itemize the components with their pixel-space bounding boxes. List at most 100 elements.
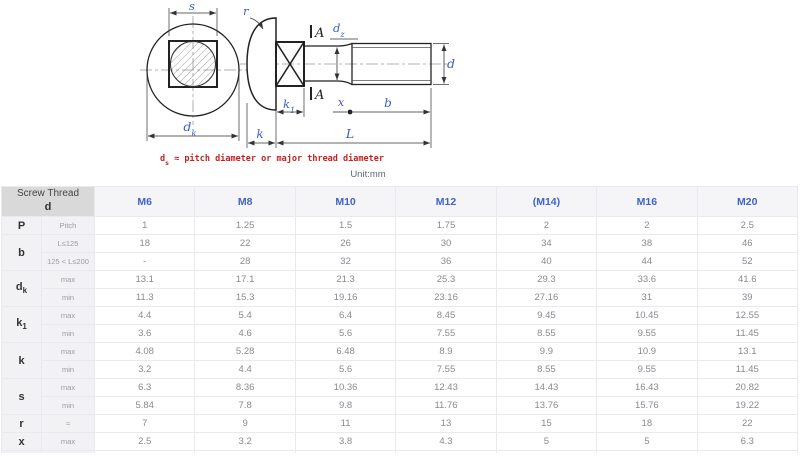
value-cell: 28: [194, 252, 296, 271]
value-cell: 11.45: [696, 360, 799, 379]
value-cell: 52: [696, 252, 799, 271]
threaded-section: [351, 42, 432, 86]
value-cell: 1.75: [395, 216, 497, 235]
value-cell: 4.08: [94, 342, 196, 361]
value-cell: 1.5: [294, 216, 397, 235]
dim-label-L: L: [345, 126, 354, 141]
value-cell: 7.55: [395, 360, 497, 379]
dim-label-d: d: [447, 56, 455, 71]
value-cell: 9.55: [596, 324, 698, 343]
partial-cell: [1, 450, 42, 453]
header-row: Screw Thread d M6 M8 M10 M12 (M14) M16 M20: [0, 186, 799, 217]
value-cell: 36: [395, 252, 497, 271]
value-cell: 4.4: [194, 360, 296, 379]
value-cell: 3.2: [194, 432, 296, 451]
bolt-drawing-panel: s dk r A A dz: [0, 0, 800, 186]
size-column-header: M6: [94, 186, 196, 217]
size-column-header: M10: [294, 186, 397, 217]
size-column-header: M8: [194, 186, 296, 217]
value-cell: 9.45: [495, 306, 598, 325]
row-sublabel: min: [40, 288, 96, 307]
value-cell: 5.84: [94, 396, 196, 415]
value-cell: 11.76: [395, 396, 497, 415]
row-sublabel: Pitch: [40, 216, 96, 235]
front-view: s dk: [140, 0, 247, 141]
value-cell: 40: [495, 252, 598, 271]
dim-label-dk: dk: [183, 119, 196, 139]
row-symbol: dk: [1, 270, 42, 307]
partial-cell: [395, 450, 497, 453]
table-row: 125 < L≤200-28 32 36 40 44 52: [2, 252, 799, 271]
table-row: b L≤125 18 22 26 30 34 38 46: [1, 234, 799, 271]
value-cell: 2.5: [696, 216, 799, 235]
value-cell: 19.22: [696, 396, 799, 415]
value-cell: 14.43: [495, 378, 598, 397]
value-cell: 32: [294, 252, 397, 271]
partial-cell: [495, 450, 598, 453]
value-cell: 2: [495, 216, 598, 235]
row-symbol: r: [1, 414, 42, 433]
value-cell: 30: [395, 234, 497, 253]
value-cell: 41.6: [696, 270, 799, 289]
value-cell: 39: [696, 288, 799, 307]
value-cell: 7: [94, 414, 196, 433]
table-row: min 5.84 7.8 9.8 11.76 13.76 15.76 19.22: [2, 396, 799, 415]
value-cell: 31: [596, 288, 698, 307]
value-cell: 11.3: [94, 288, 196, 307]
value-cell: 3.2: [94, 360, 196, 379]
partial-cell: [696, 450, 799, 453]
value-cell: 21.3: [294, 270, 397, 289]
value-cell: 10.9: [596, 342, 698, 361]
value-cell: 29.3: [495, 270, 598, 289]
dim-label-r: r: [243, 4, 250, 18]
value-cell: 2.5: [94, 432, 196, 451]
value-cell: 13: [395, 414, 497, 433]
value-cell: 22: [194, 234, 296, 253]
row-sublabel: max: [40, 378, 96, 397]
value-cell: 7.8: [194, 396, 296, 415]
value-cell: 34: [495, 234, 598, 253]
value-cell: 20.82: [696, 378, 799, 397]
value-cell: 18: [94, 234, 196, 253]
row-symbol: s: [1, 378, 42, 415]
value-cell: 22: [696, 414, 799, 433]
side-view: r A A dz d k1 x b k L: [240, 4, 455, 148]
value-cell: 7.55: [395, 324, 497, 343]
size-column-header: M16: [596, 186, 698, 217]
dim-label-s: s: [189, 0, 195, 13]
dome-head: [246, 17, 277, 111]
row-symbol: P: [1, 216, 42, 235]
value-cell: 8.55: [495, 324, 598, 343]
value-cell: 4.4: [94, 306, 196, 325]
value-cell: 5.6: [294, 360, 397, 379]
dim-label-k: k: [256, 127, 263, 141]
corner-header-line1: Screw Thread: [16, 188, 80, 200]
value-cell: 4.6: [194, 324, 296, 343]
value-cell: 8.36: [194, 378, 296, 397]
value-cell: 19.16: [294, 288, 397, 307]
value-cell: 11.45: [696, 324, 799, 343]
table-row: P Pitch 1 1.25 1.5 1.75 2 2 2.5: [1, 216, 799, 235]
row-symbol: k: [1, 342, 42, 379]
value-cell: 11: [294, 414, 397, 433]
pitch-diameter-note: ds ≈ pitch diameter or major thread diam…: [160, 153, 384, 167]
size-column-header: M20: [696, 186, 799, 217]
row-sublabel: min: [40, 396, 96, 415]
value-cell: -: [94, 252, 196, 271]
value-cell: 25.3: [395, 270, 497, 289]
partial-cell: [40, 450, 96, 453]
row-sublabel: max: [40, 270, 96, 289]
value-cell: 9.55: [596, 360, 698, 379]
corner-header-line2: d: [44, 200, 52, 213]
partial-cell: [194, 450, 296, 453]
value-cell: 15: [495, 414, 598, 433]
row-sublabel: min: [40, 324, 96, 343]
thread-runout-point: [347, 109, 353, 115]
dim-label-x: x: [338, 96, 345, 109]
table-row: min 3.6 4.6 5.6 7.55 8.55 9.55 11.45: [2, 324, 799, 343]
partial-cell: [294, 450, 397, 453]
value-cell: 2: [596, 216, 698, 235]
value-cell: 17.1: [194, 270, 296, 289]
value-cell: 26: [294, 234, 397, 253]
value-cell: 18: [596, 414, 698, 433]
